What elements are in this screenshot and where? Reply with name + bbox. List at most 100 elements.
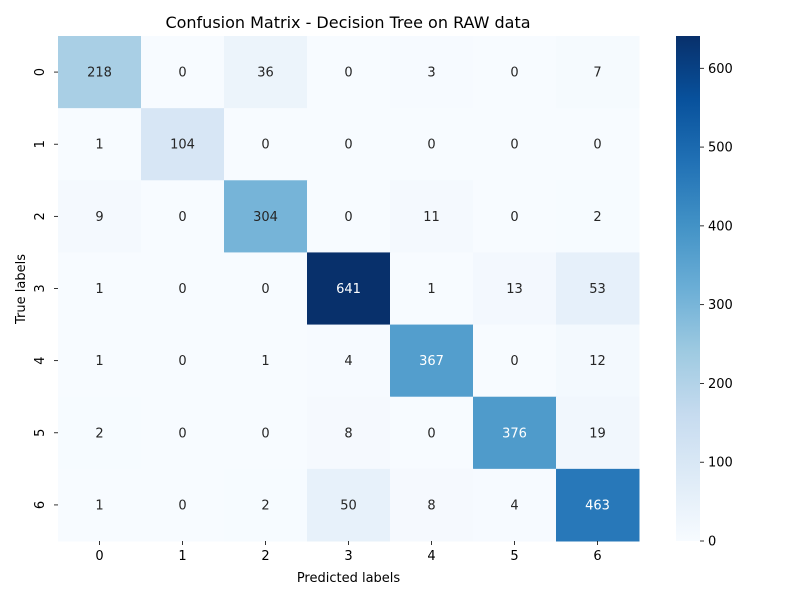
heatmap-cell (58, 108, 142, 181)
heatmap-cell (58, 468, 142, 542)
heatmap-cell (141, 252, 225, 326)
cell-value-label: 12 (589, 354, 606, 369)
y-tick-label: 4 (33, 357, 48, 365)
cell-value-label: 50 (340, 498, 357, 513)
colorbar-tick-label: 600 (708, 62, 733, 77)
x-tick-label: 4 (427, 549, 435, 564)
heatmap-cell (307, 396, 391, 470)
x-axis: 0 1 2 3 4 5 6 (95, 541, 602, 564)
heatmap-cell (58, 180, 142, 253)
cell-value-label: 8 (344, 426, 352, 441)
heatmap-cell (390, 396, 474, 470)
cell-value-label: 104 (170, 138, 195, 153)
cell-value-label: 0 (344, 210, 352, 225)
cell-value-label: 9 (95, 210, 103, 225)
heatmap-cell (307, 108, 391, 181)
colorbar-tick-label: 300 (708, 298, 733, 313)
cell-value-label: 376 (502, 426, 527, 441)
cell-value-label: 3 (427, 66, 435, 81)
heatmap-cell (473, 108, 557, 181)
cell-value-label: 304 (253, 210, 278, 225)
cell-value-label: 0 (510, 66, 518, 81)
heatmap-cell (307, 180, 391, 253)
cell-value-label: 1 (261, 354, 269, 369)
heatmap-cell (224, 324, 308, 398)
y-axis-label: True labels (14, 254, 29, 325)
cell-value-label: 463 (585, 498, 610, 513)
heatmap-cell (556, 36, 640, 109)
cell-value-label: 0 (178, 210, 186, 225)
heatmap-cell (473, 396, 557, 470)
colorbar-gradient (676, 36, 700, 541)
heatmap-cell (556, 180, 640, 253)
cell-value-label: 4 (344, 354, 352, 369)
y-tick-label: 1 (33, 140, 48, 148)
cell-value-label: 19 (589, 426, 606, 441)
cell-value-label: 0 (510, 354, 518, 369)
y-tick-label: 2 (33, 212, 48, 220)
cell-value-label: 0 (593, 138, 601, 153)
heatmap-cell (58, 324, 142, 398)
cell-value-label: 641 (336, 282, 361, 297)
chart-title: Confusion Matrix - Decision Tree on RAW … (165, 13, 530, 32)
heatmap-cell (390, 36, 474, 109)
cell-value-label: 36 (257, 66, 274, 81)
x-tick-label: 0 (95, 549, 103, 564)
x-tick-label: 1 (178, 549, 186, 564)
colorbar-tick-label: 400 (708, 219, 733, 234)
heatmap-cell (556, 324, 640, 398)
heatmap-cell (224, 36, 308, 109)
colorbar-tick-label: 100 (708, 456, 733, 471)
cell-value-label: 0 (178, 282, 186, 297)
heatmap-cell (390, 180, 474, 253)
heatmap-cell (58, 36, 142, 109)
heatmap-cell (390, 252, 474, 326)
cell-value-label: 0 (261, 426, 269, 441)
heatmap-cell (390, 108, 474, 181)
heatmap-cell (224, 108, 308, 181)
heatmap-cell (224, 396, 308, 470)
x-tick-label: 6 (593, 549, 601, 564)
colorbar-tick-label: 500 (708, 141, 733, 156)
cell-value-label: 7 (593, 66, 601, 81)
heatmap-cell (141, 468, 225, 542)
heatmap-cell (58, 396, 142, 470)
heatmap-cell (141, 324, 225, 398)
x-tick-label: 3 (344, 549, 352, 564)
heatmap-cell (473, 252, 557, 326)
cell-value-label: 0 (178, 498, 186, 513)
cell-value-label: 367 (419, 354, 444, 369)
heatmap-cell (473, 324, 557, 398)
cell-value-label: 13 (506, 282, 523, 297)
cell-value-label: 53 (589, 282, 606, 297)
heatmap-cell (141, 180, 225, 253)
heatmap-cell (556, 108, 640, 181)
cell-value-label: 2 (261, 498, 269, 513)
cell-value-label: 1 (95, 498, 103, 513)
heatmap-cell (224, 468, 308, 542)
heatmap-cell (473, 180, 557, 253)
heatmap-cell (307, 36, 391, 109)
cell-value-label: 0 (178, 426, 186, 441)
cell-value-label: 11 (423, 210, 440, 225)
y-axis: 0 1 2 3 4 5 6 (33, 68, 58, 509)
y-tick-label: 5 (33, 429, 48, 437)
cell-value-label: 0 (427, 138, 435, 153)
cell-value-label: 2 (593, 210, 601, 225)
heatmap-cell (390, 324, 474, 398)
heatmap-cell (224, 252, 308, 326)
x-axis-label: Predicted labels (297, 571, 401, 586)
colorbar-tick-label: 0 (708, 535, 716, 550)
cell-value-label: 0 (261, 282, 269, 297)
heatmap-cell (141, 36, 225, 109)
cell-value-label: 1 (95, 282, 103, 297)
heatmap-cells: 218 0 36 0 3 0 71 104 0 0 0 0 09 0 304 0 11 0 21 0 0 641 1 13 53… (58, 36, 640, 542)
cell-value-label: 0 (261, 138, 269, 153)
cell-value-label: 1 (95, 138, 103, 153)
heatmap-cell (390, 468, 474, 542)
cell-value-label: 8 (427, 498, 435, 513)
x-tick-label: 2 (261, 549, 269, 564)
heatmap-cell (58, 252, 142, 326)
cell-value-label: 0 (510, 210, 518, 225)
cell-value-label: 218 (87, 66, 112, 81)
